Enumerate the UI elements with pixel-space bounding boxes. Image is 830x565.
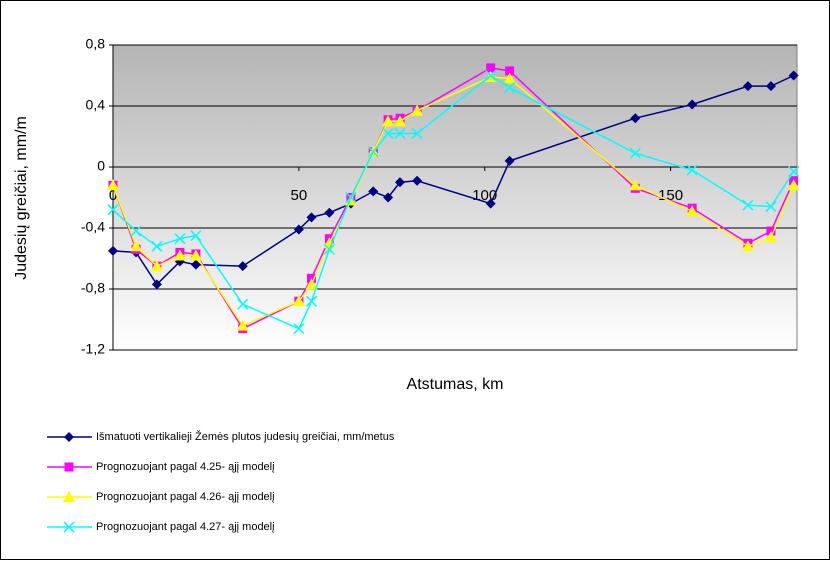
point bbox=[63, 521, 75, 533]
point bbox=[64, 462, 74, 472]
point bbox=[504, 82, 516, 94]
point bbox=[237, 261, 248, 272]
point bbox=[485, 198, 496, 209]
point bbox=[107, 179, 119, 191]
point bbox=[173, 249, 186, 261]
point bbox=[293, 224, 304, 235]
point bbox=[367, 146, 379, 158]
point bbox=[174, 233, 186, 245]
point bbox=[63, 491, 75, 502]
point bbox=[383, 192, 394, 203]
point bbox=[108, 245, 118, 256]
point bbox=[504, 155, 515, 166]
point bbox=[629, 147, 641, 159]
point bbox=[686, 205, 699, 217]
point bbox=[306, 212, 317, 223]
point bbox=[130, 225, 142, 237]
point bbox=[64, 432, 74, 442]
point bbox=[394, 127, 406, 139]
point bbox=[393, 115, 406, 127]
legend-label: Prognozuojant pagal 4.25- ąjį modelį bbox=[96, 461, 275, 473]
point bbox=[412, 175, 423, 186]
point bbox=[766, 226, 776, 236]
point bbox=[151, 279, 162, 290]
point bbox=[151, 240, 163, 252]
point bbox=[107, 204, 119, 216]
y-tick-label: 0 bbox=[97, 158, 105, 174]
point bbox=[686, 164, 698, 176]
x-tick-label: 50 bbox=[291, 187, 308, 204]
point bbox=[305, 295, 318, 307]
point bbox=[788, 70, 799, 81]
point bbox=[742, 199, 754, 211]
point bbox=[190, 230, 202, 242]
point bbox=[485, 69, 497, 82]
point bbox=[788, 166, 800, 178]
point bbox=[237, 298, 249, 310]
point bbox=[629, 179, 642, 191]
point bbox=[394, 177, 405, 188]
point bbox=[742, 81, 753, 92]
y-tick-label: -0,8 bbox=[81, 280, 105, 296]
y-axis-title: Judesių greičiai, mm/m bbox=[13, 116, 30, 280]
plot-area bbox=[112, 44, 798, 351]
point bbox=[687, 99, 698, 110]
point bbox=[382, 127, 394, 139]
point bbox=[787, 179, 800, 191]
point bbox=[368, 186, 379, 197]
y-tick-label: -0,4 bbox=[81, 219, 105, 235]
point bbox=[486, 63, 496, 73]
point bbox=[764, 231, 777, 243]
point bbox=[345, 191, 357, 204]
y-tick-label: -1,2 bbox=[81, 341, 105, 357]
legend-label: Prognozuojant pagal 4.26- ąjį modelį bbox=[96, 491, 275, 503]
point bbox=[150, 260, 163, 272]
point bbox=[505, 66, 515, 76]
point bbox=[323, 243, 335, 255]
point bbox=[630, 113, 641, 124]
y-tick-label: 0,8 bbox=[86, 36, 106, 52]
y-tick-label: 0,4 bbox=[86, 97, 106, 113]
point bbox=[765, 201, 777, 213]
point bbox=[293, 323, 305, 335]
point bbox=[765, 81, 776, 92]
point bbox=[382, 115, 395, 127]
point bbox=[305, 278, 318, 290]
point bbox=[411, 104, 424, 116]
point bbox=[741, 240, 754, 252]
x-tick-label: 150 bbox=[658, 187, 683, 204]
point bbox=[236, 319, 249, 331]
point bbox=[130, 240, 143, 252]
point bbox=[292, 295, 305, 307]
point bbox=[190, 259, 201, 270]
legend-label: Prognozuojant pagal 4.27- ąjį modelį bbox=[96, 521, 275, 533]
point bbox=[189, 249, 202, 261]
point bbox=[307, 273, 317, 283]
x-tick-label: 0 bbox=[109, 187, 117, 204]
legend-label: Išmatuoti vertikalieji Žemės plutos jude… bbox=[96, 430, 395, 443]
x-axis-title: Atstumas, km bbox=[407, 376, 504, 393]
point bbox=[324, 207, 335, 218]
point bbox=[411, 127, 423, 139]
point bbox=[503, 72, 516, 84]
